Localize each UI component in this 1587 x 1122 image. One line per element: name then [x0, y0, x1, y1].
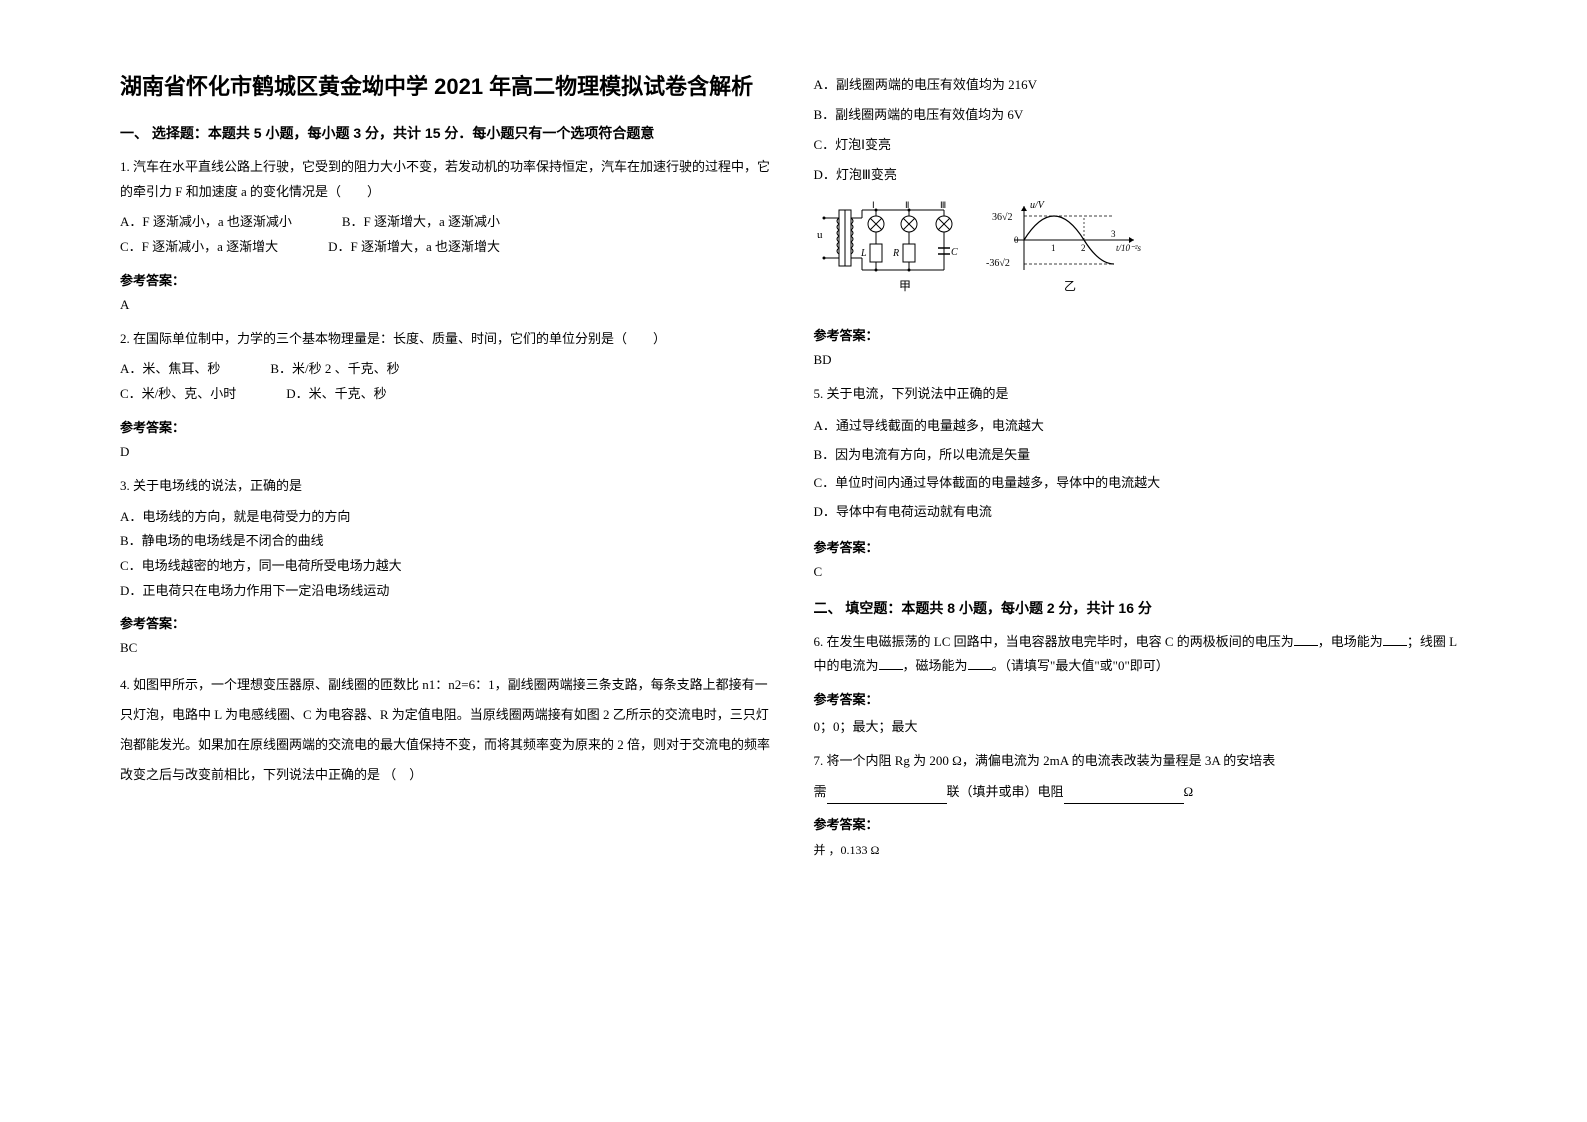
y-zero-label: 0 [1014, 235, 1019, 245]
q2-opt-d: D．米、千克、秒 [286, 382, 386, 407]
q5-opt-b: B．因为电流有方向，所以电流是矢量 [814, 441, 1468, 470]
diagram-caption-right: 乙 [1064, 279, 1076, 293]
q1-options: A．F 逐渐减小，a 也逐渐减小 B．F 逐渐增大，a 逐渐减小 C．F 逐渐减… [120, 210, 774, 259]
q1-answer: A [120, 297, 774, 313]
q1-answer-label: 参考答案： [120, 270, 774, 289]
q2-answer: D [120, 444, 774, 460]
q4-answer: BD [814, 352, 1468, 368]
section-2-header: 二、 填空题：本题共 8 小题，每小题 2 分，共计 16 分 [814, 598, 1468, 618]
q3-options: A．电场线的方向，就是电荷受力的方向 B．静电场的电场线是不闭合的曲线 C．电场… [120, 505, 774, 604]
question-3: 3. 关于电场线的说法，正确的是 [120, 474, 774, 499]
q5-answer: C [814, 564, 1468, 580]
q1-opt-d: D．F 逐渐增大，a 也逐渐增大 [328, 235, 500, 260]
question-6: 6. 在发生电磁振荡的 LC 回路中，当电容器放电完毕时，电容 C 的两极板间的… [814, 630, 1468, 679]
lamp-2-label: Ⅱ [905, 200, 909, 210]
q1-opt-b: B．F 逐渐增大，a 逐渐减小 [342, 210, 500, 235]
capacitor-label: C [951, 247, 958, 258]
q1-opt-c: C．F 逐渐减小，a 逐渐增大 [120, 235, 278, 260]
q7-text-3: 联（填并或串）电阻 [947, 784, 1064, 799]
x-tick-1: 1 [1051, 243, 1056, 253]
q4-opt-b: B．副线圈两端的电压有效值均为 6V [814, 100, 1468, 130]
q5-opt-c: C．单位时间内通过导体截面的电量越多，导体中的电流越大 [814, 469, 1468, 498]
left-column: 湖南省怀化市鹤城区黄金坳中学 2021 年高二物理模拟试卷含解析 一、 选择题：… [100, 70, 794, 1082]
q7-blank-1 [827, 790, 947, 804]
q4-options: A．副线圈两端的电压有效值均为 216V B．副线圈两端的电压有效值均为 6V … [814, 70, 1468, 190]
section-1-header: 一、 选择题：本题共 5 小题，每小题 3 分，共计 15 分．每小题只有一个选… [120, 123, 774, 143]
q1-opt-a: A．F 逐渐减小，a 也逐渐减小 [120, 210, 292, 235]
q2-options: A．米、焦耳、秒 B．米/秒 2 、千克、秒 C．米/秒、克、小时 D．米、千克… [120, 357, 774, 406]
q4-opt-c: C．灯泡Ⅰ变亮 [814, 130, 1468, 160]
lamp-3-label: Ⅲ [940, 200, 946, 210]
q5-options: A．通过导线截面的电量越多，电流越大 B．因为电流有方向，所以电流是矢量 C．单… [814, 412, 1468, 526]
x-tick-2: 2 [1081, 243, 1086, 253]
q5-answer-label: 参考答案： [814, 537, 1468, 556]
q6-answer: 0；0；最大；最大 [814, 716, 1468, 735]
question-1: 1. 汽车在水平直线公路上行驶，它受到的阻力大小不变，若发动机的功率保持恒定，汽… [120, 155, 774, 204]
exam-title: 湖南省怀化市鹤城区黄金坳中学 2021 年高二物理模拟试卷含解析 [120, 70, 774, 103]
q2-opt-b: B．米/秒 2 、千克、秒 [270, 357, 399, 382]
q6-text-5: 。（请填写"最大值"或"0"即可） [992, 658, 1169, 673]
q7-text-4: Ω [1184, 784, 1194, 799]
waveform-graph: 1 2 3 36√2 0 -36√2 u/V t/10⁻²s 乙 [986, 200, 1141, 293]
lamp-1-label: Ⅰ [872, 200, 875, 210]
inductor-label: L [860, 248, 867, 259]
q3-answer-label: 参考答案： [120, 613, 774, 632]
q3-opt-c: C．电场线越密的地方，同一电荷所受电场力越大 [120, 554, 774, 579]
circuit-svg: u Ⅰ Ⅱ Ⅲ [814, 198, 1154, 308]
y-axis-label: u/V [1030, 200, 1046, 211]
x-tick-3: 3 [1111, 229, 1116, 239]
question-4: 4. 如图甲所示，一个理想变压器原、副线圈的匝数比 n1：n2=6：1，副线圈两… [120, 670, 774, 790]
q3-opt-d: D．正电荷只在电场力作用下一定沿电场线运动 [120, 579, 774, 604]
resistor-label: R [892, 248, 899, 259]
diagram-input-label: u [817, 229, 823, 241]
question-7: 7. 将一个内阻 Rg 为 200 Ω，满偏电流为 2mA 的电流表改装为量程是… [814, 749, 1468, 804]
q7-text-2: 需 [814, 784, 827, 799]
x-axis-unit: t/10⁻²s [1116, 243, 1141, 253]
q3-opt-b: B．静电场的电场线是不闭合的曲线 [120, 529, 774, 554]
y-bottom-label: -36√2 [986, 258, 1010, 269]
q6-text-1: 6. 在发生电磁振荡的 LC 回路中，当电容器放电完毕时，电容 C 的两极板间的… [814, 634, 1294, 649]
question-2: 2. 在国际单位制中，力学的三个基本物理量是：长度、质量、时间，它们的单位分别是… [120, 327, 774, 352]
q3-answer: BC [120, 640, 774, 656]
question-5: 5. 关于电流，下列说法中正确的是 [814, 382, 1468, 407]
q4-opt-d: D．灯泡Ⅲ变亮 [814, 160, 1468, 190]
q6-answer-label: 参考答案： [814, 689, 1468, 708]
q3-opt-a: A．电场线的方向，就是电荷受力的方向 [120, 505, 774, 530]
q2-answer-label: 参考答案： [120, 417, 774, 436]
diagram-caption-left: 甲 [899, 279, 911, 293]
y-top-label: 36√2 [992, 212, 1013, 223]
q6-text-2: ，电场能为 [1318, 634, 1383, 649]
right-column: A．副线圈两端的电压有效值均为 216V B．副线圈两端的电压有效值均为 6V … [794, 70, 1488, 1082]
q7-answer-label: 参考答案： [814, 814, 1468, 833]
circuit-diagram: u Ⅰ Ⅱ Ⅲ [814, 198, 1468, 313]
q5-opt-a: A．通过导线截面的电量越多，电流越大 [814, 412, 1468, 441]
q2-opt-c: C．米/秒、克、小时 [120, 382, 236, 407]
q4-opt-a: A．副线圈两端的电压有效值均为 216V [814, 70, 1468, 100]
q6-text-4: ，磁场能为 [903, 658, 968, 673]
q7-answer: 并 ，0.133 Ω [814, 841, 1468, 858]
q7-text-1: 7. 将一个内阻 Rg 为 200 Ω，满偏电流为 2mA 的电流表改装为量程是… [814, 749, 1468, 774]
q2-opt-a: A．米、焦耳、秒 [120, 357, 220, 382]
q7-blank-2 [1064, 790, 1184, 804]
q4-answer-label: 参考答案： [814, 325, 1468, 344]
q5-opt-d: D．导体中有电荷运动就有电流 [814, 498, 1468, 527]
